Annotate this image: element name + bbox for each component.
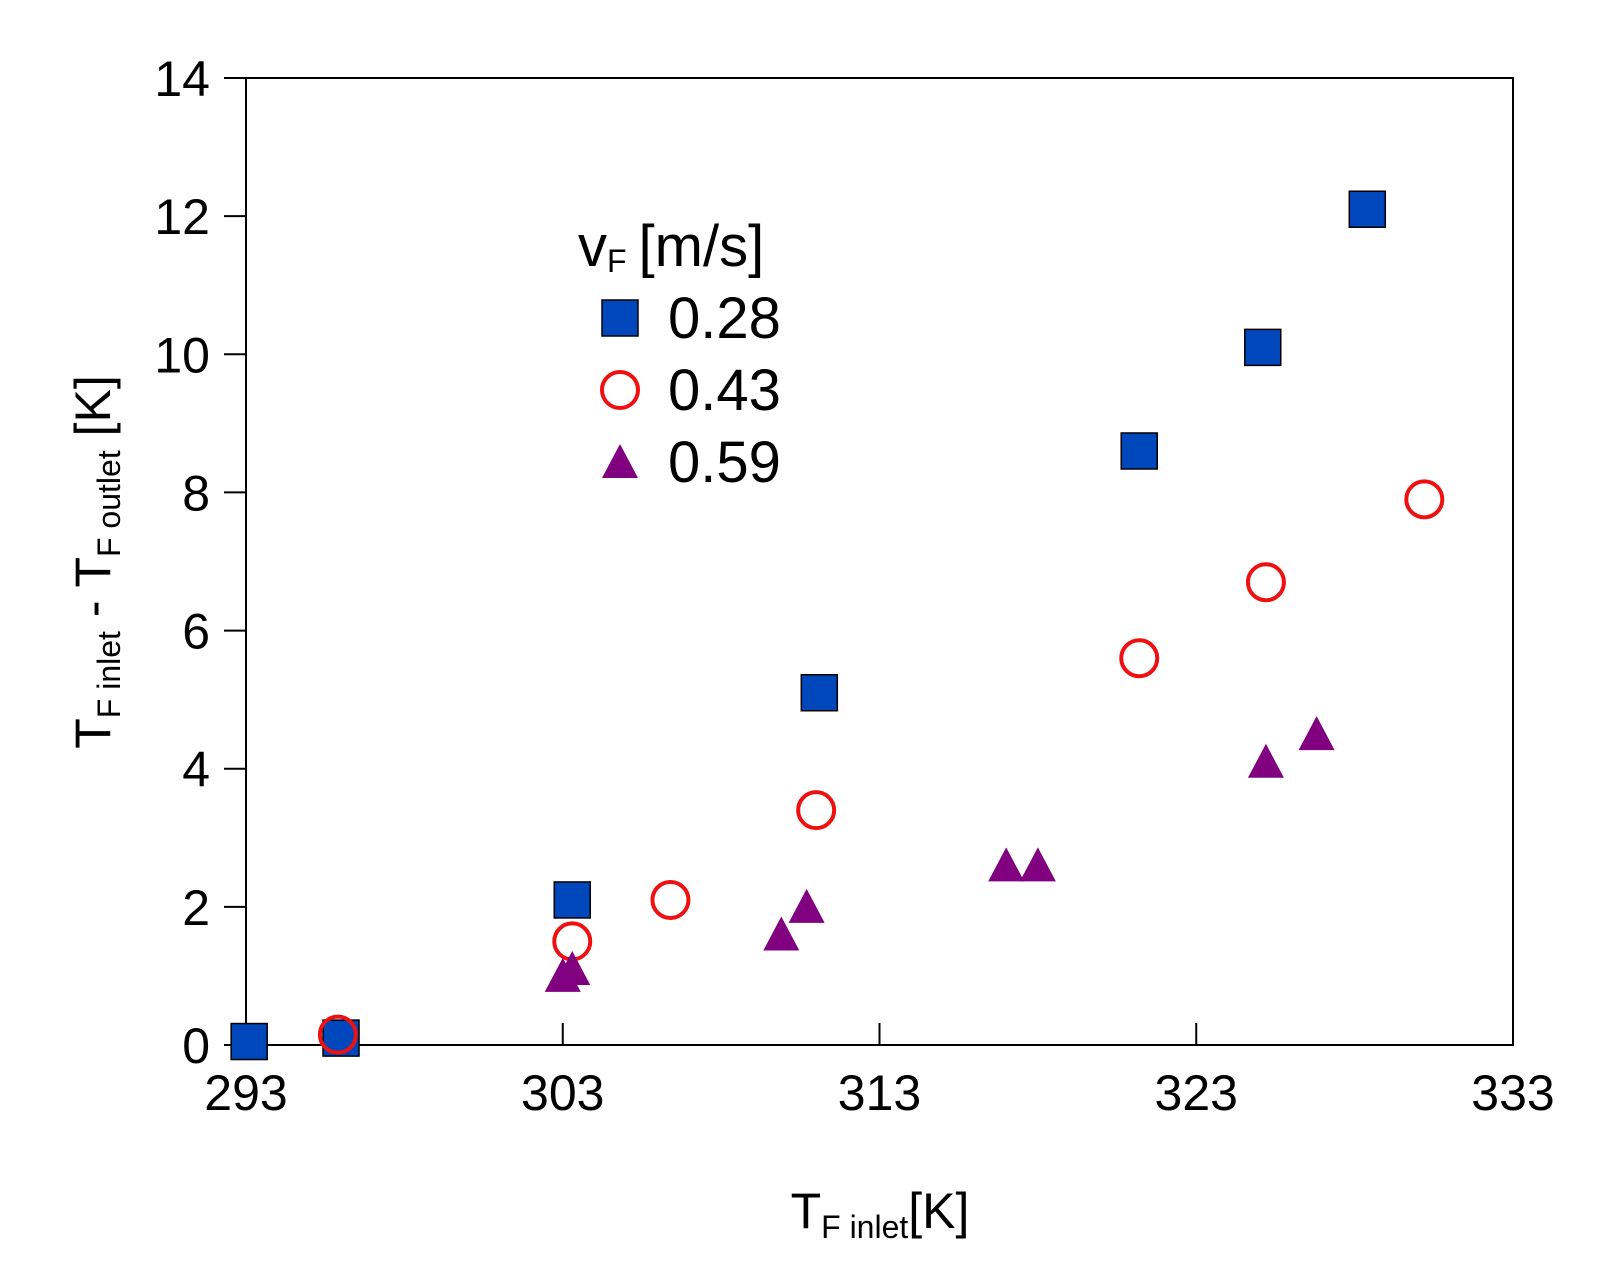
legend-marker-0.59 [602,444,638,478]
data-point-series-0.28 [1244,328,1282,367]
x-axis-title-unit: [K] [908,1183,969,1239]
data-point-series-0.28 [1120,432,1158,470]
data-point-series-0.43 [650,879,691,920]
data-point-series-0.43 [796,790,837,831]
data-point-series-0.59 [1298,716,1335,751]
data-point-series-0.43 [1404,479,1445,520]
data-point-series-0.43 [1245,562,1286,603]
x-axis-title: TF inlet[K] [791,1183,970,1245]
legend: vF [m/s] 0.28 0.43 0.59 [578,214,781,495]
data-point-series-0.43 [317,1014,358,1055]
legend-title-sub: F [607,243,627,279]
y-axis-title-unit: [K] [65,375,121,450]
x-axis-title-sub: F inlet [821,1209,908,1245]
data-points [230,190,1445,1061]
legend-title-main: v [578,214,607,279]
y-axis-title-mid: - T [65,557,121,631]
y-axis-title-sub2: F outlet [91,450,127,557]
legend-label: 0.59 [668,430,781,495]
y-tick-label: 10 [154,327,210,383]
x-tick-label: 313 [838,1065,921,1121]
x-tick-label: 323 [1155,1065,1238,1121]
x-tick-label: 333 [1471,1065,1554,1121]
y-tick-label: 2 [182,880,210,936]
legend-title: vF [m/s] [578,214,764,279]
data-point-series-0.28 [230,1022,268,1061]
y-axis-title-sub1: F inlet [91,631,127,718]
axis-ticks [224,77,1514,1046]
data-point-series-0.59 [988,847,1025,882]
y-axis-title-main1: T [65,718,121,749]
legend-marker-0.43 [600,370,640,410]
legend-label: 0.28 [668,286,781,351]
y-tick-label: 6 [182,604,210,660]
y-tick-label: 12 [154,189,210,245]
x-axis-title-main: T [791,1183,822,1239]
data-point-series-0.59 [788,888,825,923]
data-point-series-0.59 [1247,743,1284,778]
data-point-series-0.59 [554,951,591,986]
y-tick-label: 8 [182,465,210,521]
data-point-series-0.43 [1119,638,1160,679]
legend-marker-0.28 [601,299,639,337]
plot-frame [245,77,1514,1046]
x-tick-label: 303 [521,1065,604,1121]
y-axis-title: TF inlet - TF outlet [K] [65,375,127,749]
data-point-series-0.28 [800,673,839,712]
axis-tick-labels: 293 303 313 323 333 0 2 4 6 8 10 12 14 [154,51,1554,1121]
data-point-series-0.59 [763,916,800,951]
y-tick-label: 14 [154,51,210,107]
data-point-series-0.28 [553,881,592,919]
data-point-series-0.28 [1348,190,1387,228]
legend-title-unit: [m/s] [639,214,765,279]
y-tick-label: 4 [182,742,210,798]
legend-label: 0.43 [668,358,781,423]
x-tick-label: 293 [204,1065,287,1121]
y-tick-label: 0 [182,1018,210,1074]
data-point-series-0.59 [1019,847,1056,882]
